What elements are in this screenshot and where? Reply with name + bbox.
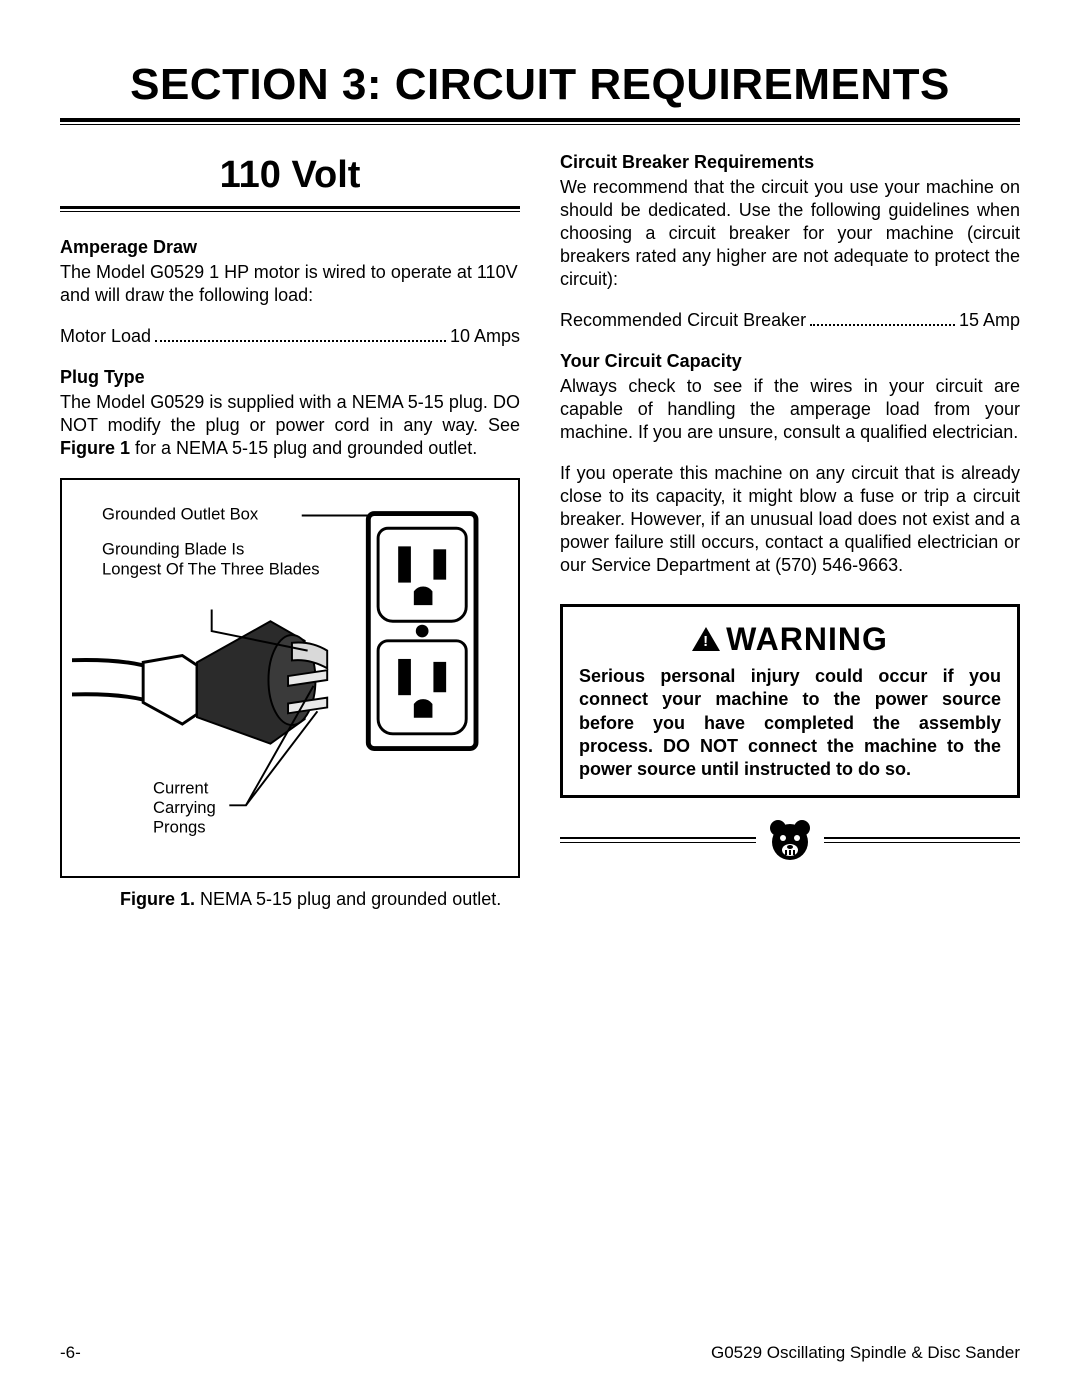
title-rule-thick bbox=[60, 118, 1020, 122]
warning-title: WARNING bbox=[726, 619, 888, 660]
two-column-layout: 110 Volt Amperage Draw The Model G0529 1… bbox=[60, 151, 1020, 910]
sub-heading-110v: 110 Volt bbox=[60, 151, 520, 200]
figure-1-svg: Grounded Outlet Box Grounding Blade Is L… bbox=[72, 494, 508, 866]
fig-label-blade-1: Grounding Blade Is bbox=[102, 540, 244, 559]
motor-load-value: 10 Amps bbox=[450, 325, 520, 348]
warning-body: Serious personal injury could occur if y… bbox=[579, 665, 1001, 780]
figure-1-caption: Figure 1. NEMA 5-15 plug and grounded ou… bbox=[60, 888, 520, 911]
circuit-capacity-body-2: If you operate this machine on any circu… bbox=[560, 462, 1020, 577]
fig-label-blade-2: Longest Of The Three Blades bbox=[102, 559, 320, 578]
section-title: SECTION 3: CIRCUIT REQUIREMENTS bbox=[60, 60, 1020, 110]
bear-separator bbox=[560, 816, 1020, 864]
sep-rule bbox=[824, 842, 1020, 843]
fig-label-outlet: Grounded Outlet Box bbox=[102, 504, 259, 523]
warning-header: WARNING bbox=[579, 619, 1001, 660]
recommended-breaker-value: 15 Amp bbox=[959, 309, 1020, 332]
fig-label-prongs-2: Carrying bbox=[153, 798, 216, 817]
plug-type-heading: Plug Type bbox=[60, 366, 520, 389]
sub-rule-thick bbox=[60, 206, 520, 209]
recommended-breaker-label: Recommended Circuit Breaker bbox=[560, 309, 806, 332]
sep-rule bbox=[560, 842, 756, 843]
page-number: -6- bbox=[60, 1343, 81, 1363]
title-rule-thin bbox=[60, 124, 1020, 125]
sep-left bbox=[560, 837, 756, 843]
warning-triangle-icon bbox=[692, 627, 720, 651]
figure-1-box: Grounded Outlet Box Grounding Blade Is L… bbox=[60, 478, 520, 878]
doc-title: G0529 Oscillating Spindle & Disc Sander bbox=[711, 1343, 1020, 1363]
amperage-draw-body: The Model G0529 1 HP motor is wired to o… bbox=[60, 261, 520, 307]
page-footer: -6- G0529 Oscillating Spindle & Disc San… bbox=[60, 1343, 1020, 1363]
caption-rest: NEMA 5-15 plug and grounded outlet. bbox=[195, 889, 501, 909]
motor-load-row: Motor Load 10 Amps bbox=[60, 325, 520, 348]
sep-rule bbox=[560, 837, 756, 839]
dot-leader bbox=[155, 326, 446, 342]
plug-body-bold: Figure 1 bbox=[60, 438, 130, 458]
dot-leader bbox=[810, 310, 955, 326]
fig-label-prongs-1: Current bbox=[153, 778, 209, 797]
amperage-draw-heading: Amperage Draw bbox=[60, 236, 520, 259]
circuit-capacity-body-1: Always check to see if the wires in your… bbox=[560, 375, 1020, 444]
plug-type-body: The Model G0529 is supplied with a NEMA … bbox=[60, 391, 520, 460]
recommended-breaker-row: Recommended Circuit Breaker 15 Amp bbox=[560, 309, 1020, 332]
circuit-breaker-body: We recommend that the circuit you use yo… bbox=[560, 176, 1020, 291]
right-column: Circuit Breaker Requirements We recommen… bbox=[560, 151, 1020, 910]
motor-load-label: Motor Load bbox=[60, 325, 151, 348]
plug-body-1: The Model G0529 is supplied with a NEMA … bbox=[60, 392, 520, 435]
warning-box: WARNING Serious personal injury could oc… bbox=[560, 604, 1020, 798]
bear-icon bbox=[766, 816, 814, 864]
plug-body-2: for a NEMA 5-15 plug and grounded outlet… bbox=[130, 438, 477, 458]
circuit-capacity-heading: Your Circuit Capacity bbox=[560, 350, 1020, 373]
sep-rule bbox=[824, 837, 1020, 839]
circuit-breaker-heading: Circuit Breaker Requirements bbox=[560, 151, 1020, 174]
fig-label-prongs-3: Prongs bbox=[153, 818, 206, 837]
sub-rule-thin bbox=[60, 211, 520, 212]
left-column: 110 Volt Amperage Draw The Model G0529 1… bbox=[60, 151, 520, 910]
sep-right bbox=[824, 837, 1020, 843]
caption-bold: Figure 1. bbox=[120, 889, 195, 909]
